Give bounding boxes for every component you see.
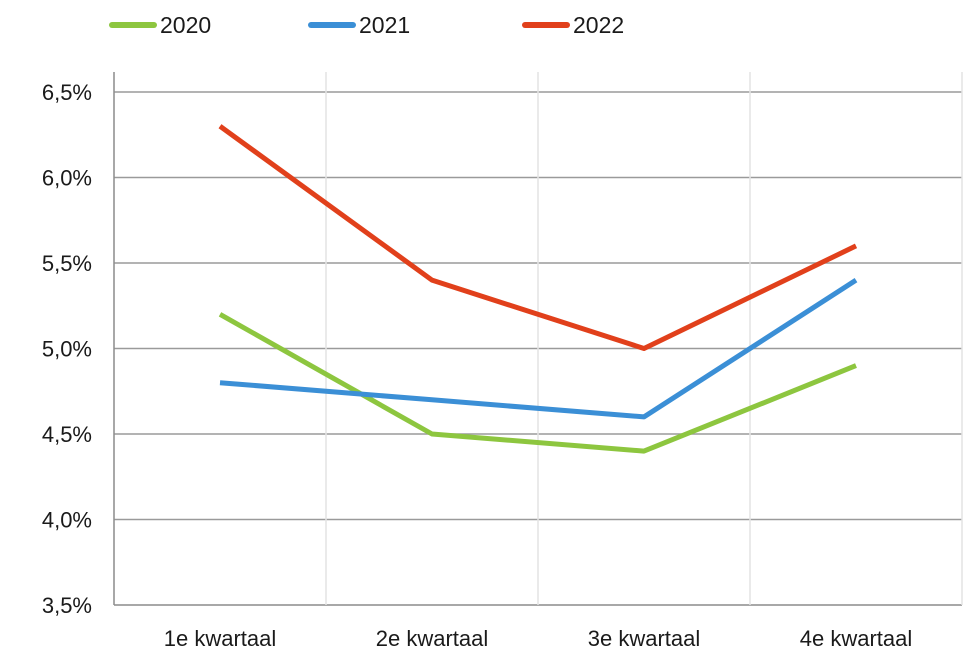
vertical-gridlines xyxy=(325,72,963,605)
x-tick-label: 1e kwartaal xyxy=(164,626,277,651)
y-tick-label: 3,5% xyxy=(42,593,92,618)
series-line-2021 xyxy=(219,277,858,420)
y-tick-label: 4,5% xyxy=(42,422,92,447)
y-tick-label: 6,5% xyxy=(42,80,92,105)
legend-label-2022: 2022 xyxy=(573,12,624,38)
y-axis-tick-labels: 3,5% 4,0% 4,5% 5,0% 5,5% 6,0% 6,5% xyxy=(42,80,92,618)
legend: 2020 2021 2022 xyxy=(109,12,624,38)
y-tick-label: 6,0% xyxy=(42,166,92,191)
x-tick-label: 2e kwartaal xyxy=(376,626,489,651)
y-tick-label: 4,0% xyxy=(42,508,92,533)
legend-label-2020: 2020 xyxy=(160,12,211,38)
series-lines xyxy=(218,124,858,454)
legend-label-2021: 2021 xyxy=(359,12,410,38)
y-tick-label: 5,0% xyxy=(42,337,92,362)
x-tick-label: 3e kwartaal xyxy=(588,626,701,651)
y-tick-label: 5,5% xyxy=(42,251,92,276)
series-line-2022 xyxy=(218,124,858,351)
series-line-2020 xyxy=(218,312,857,454)
x-tick-label: 4e kwartaal xyxy=(800,626,913,651)
x-axis-tick-labels: 1e kwartaal 2e kwartaal 3e kwartaal 4e kwar… xyxy=(164,626,913,651)
